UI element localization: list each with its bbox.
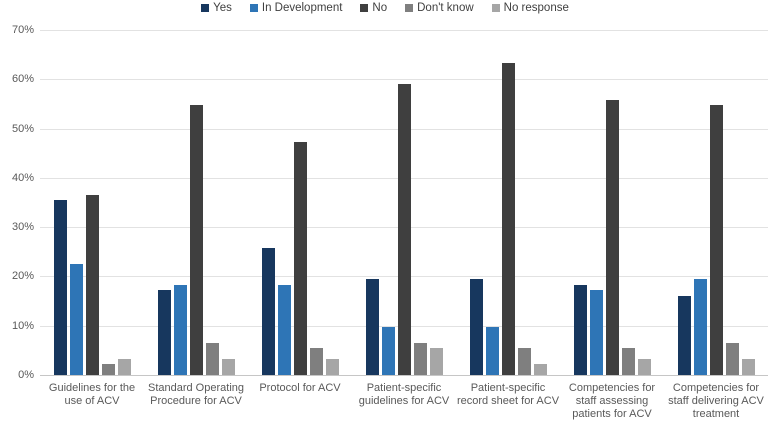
bar-in-development	[381, 327, 395, 375]
y-tick-label: 70%	[11, 24, 34, 36]
x-category-label: Patient-specific record sheet for ACV	[456, 382, 560, 407]
bar-don-t-know	[725, 342, 739, 375]
legend-item: Yes	[201, 2, 232, 14]
x-category-label: Guidelines for the use of ACV	[48, 382, 136, 407]
gridline	[40, 79, 768, 81]
bar-group	[365, 30, 443, 375]
bar-in-development	[173, 284, 187, 375]
bar-in-development	[693, 279, 707, 375]
legend-swatch-icon	[360, 4, 369, 12]
bar-no-response	[429, 348, 443, 375]
bar-yes	[677, 295, 691, 375]
bar-yes	[365, 279, 379, 375]
legend-swatch-icon	[249, 4, 258, 12]
bar-no	[85, 194, 99, 375]
bar-no	[605, 99, 619, 375]
x-category-label: Competencies for staff delivering ACV tr…	[668, 382, 764, 420]
bar-group	[677, 30, 755, 375]
bar-don-t-know	[101, 364, 115, 375]
bar-group	[53, 30, 131, 375]
bar-no	[709, 104, 723, 375]
y-tick-label: 60%	[11, 73, 34, 86]
legend-item: No response	[491, 2, 569, 14]
bar-don-t-know	[205, 342, 219, 375]
bar-in-development	[485, 327, 499, 375]
bar-in-development	[277, 284, 291, 375]
legend-label: Don't know	[417, 2, 474, 14]
y-tick-label: 0%	[18, 369, 34, 381]
y-axis: 0% 10% 20% 30% 40% 50% 60% 70%	[0, 24, 34, 381]
bar-yes	[573, 284, 587, 375]
bar-group	[573, 30, 651, 375]
bar-no-response	[117, 359, 131, 375]
bar-groups	[40, 30, 768, 375]
bar-no-response	[221, 359, 235, 375]
bar-don-t-know	[413, 342, 427, 375]
x-category-label: Patient-specific guidelines for ACV	[358, 382, 450, 407]
bar-yes	[469, 279, 483, 375]
bar-don-t-know	[517, 348, 531, 375]
legend-swatch-icon	[491, 4, 500, 12]
bar-no-response	[637, 359, 651, 375]
y-tick-label: 40%	[11, 171, 34, 184]
y-tick-label: 30%	[11, 221, 34, 234]
x-category-label: Standard Operating Procedure for ACV	[147, 382, 244, 407]
bar-group	[261, 30, 339, 375]
bar-in-development	[69, 263, 83, 375]
legend-label: No	[372, 2, 388, 14]
y-tick-label: 50%	[11, 122, 34, 135]
bar-yes	[53, 200, 67, 375]
legend-label: Yes	[213, 2, 232, 14]
plot-area	[40, 30, 768, 375]
legend-item: In Development	[249, 2, 343, 14]
bar-no-response	[741, 359, 755, 375]
legend-label: In Development	[261, 2, 343, 14]
bar-no	[293, 141, 307, 375]
x-axis-line	[40, 375, 768, 376]
y-tick-label: 10%	[11, 319, 34, 332]
bar-yes	[157, 290, 171, 375]
legend-label: No response	[503, 2, 569, 14]
bar-no-response	[325, 359, 339, 375]
bar-group	[157, 30, 235, 375]
x-category-label: Competencies for staff assessing patient…	[568, 382, 656, 420]
chart-legend: Yes In Development No Don't know No response	[0, 0, 770, 16]
x-axis: Guidelines for the use of ACV Standard Op…	[40, 382, 768, 421]
bar-no-response	[533, 364, 547, 375]
bar-no	[189, 104, 203, 375]
gridline	[40, 30, 768, 31]
bar-don-t-know	[309, 348, 323, 375]
bar-group	[469, 30, 547, 375]
x-category-label: Protocol for ACV	[259, 382, 341, 394]
bar-in-development	[589, 290, 603, 375]
y-tick-label: 20%	[11, 270, 34, 283]
bar-yes	[261, 247, 275, 375]
bar-don-t-know	[621, 348, 635, 375]
legend-swatch-icon	[201, 4, 210, 12]
bar-no	[501, 62, 515, 375]
legend-swatch-icon	[405, 4, 414, 12]
bar-no	[397, 83, 411, 375]
legend-item: No	[360, 2, 387, 14]
legend-item: Don't know	[405, 2, 474, 14]
